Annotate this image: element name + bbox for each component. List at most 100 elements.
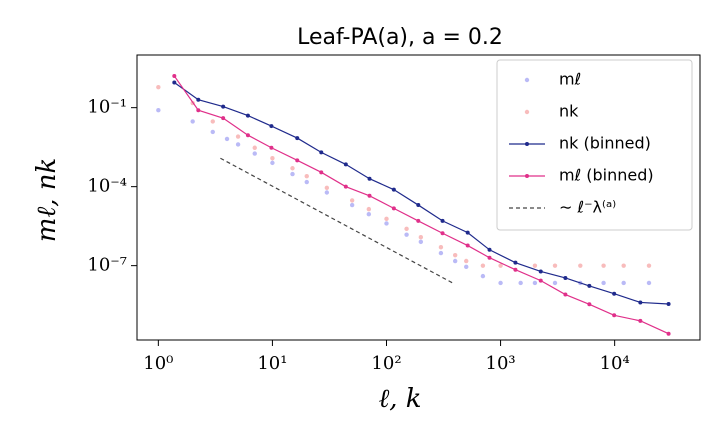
y-axis-label: mℓ, nk (32, 158, 62, 243)
point (621, 263, 626, 268)
point (349, 198, 355, 203)
line-marker (416, 203, 421, 208)
line-marker (196, 108, 201, 113)
point (552, 263, 558, 268)
point (156, 108, 161, 113)
line-marker (172, 73, 177, 78)
point (498, 263, 503, 268)
point (601, 263, 606, 268)
point (270, 160, 275, 166)
point (438, 245, 444, 250)
point (621, 280, 626, 286)
point (646, 280, 652, 286)
point (480, 263, 486, 268)
line-marker (440, 231, 445, 236)
point (210, 119, 215, 124)
point (235, 134, 241, 139)
point (438, 250, 444, 256)
legend-marker (524, 109, 530, 115)
point (290, 171, 295, 177)
x-axis-label: ℓ, k (378, 384, 421, 414)
line-marker (172, 80, 177, 85)
point (578, 263, 583, 268)
line-marker (666, 301, 671, 306)
legend-marker (525, 174, 529, 178)
line-marker (666, 331, 671, 336)
point (498, 280, 503, 286)
line-marker (487, 255, 492, 260)
point (452, 258, 458, 264)
chart-title: Leaf-PA(a), a = 0.2 (297, 25, 503, 50)
point (304, 179, 309, 185)
line (220, 157, 453, 284)
x-tick-label: 10⁴ (600, 353, 630, 374)
line-marker (269, 124, 274, 129)
line-marker (245, 113, 250, 118)
point (290, 166, 295, 171)
legend-label: ∼ ℓ⁻λ⁽ᵃ⁾ (559, 198, 616, 217)
point (464, 258, 469, 264)
point (464, 264, 469, 270)
point (404, 226, 409, 232)
line-marker (587, 302, 592, 307)
plot-frame (136, 54, 701, 341)
line-marker (319, 170, 324, 175)
line-marker (319, 150, 324, 155)
point (532, 280, 538, 286)
point (601, 280, 606, 286)
line-marker (221, 116, 226, 121)
point (418, 235, 424, 240)
line-marker (343, 184, 348, 189)
line-marker (440, 218, 445, 223)
line-marker (563, 292, 568, 297)
point (324, 190, 330, 195)
legend-label: mℓ (559, 70, 581, 89)
line-marker (221, 104, 226, 109)
line-marker (245, 133, 250, 138)
line-marker (416, 218, 421, 223)
y-tick-label: 10⁻¹ (87, 97, 127, 118)
line-marker (295, 158, 300, 163)
line-marker (367, 193, 372, 198)
point (252, 145, 257, 150)
point (384, 216, 389, 222)
line-marker (513, 260, 518, 265)
line-marker (587, 283, 592, 288)
point (480, 273, 486, 279)
x-tick-label: 10³ (486, 353, 516, 374)
line-marker (465, 230, 470, 235)
line-marker (367, 176, 372, 181)
line-marker (563, 275, 568, 280)
line-marker (538, 269, 543, 274)
point (349, 202, 355, 208)
point (532, 263, 538, 268)
point (404, 232, 409, 237)
line-marker (343, 162, 348, 167)
line-marker (391, 187, 396, 192)
y-tick-label: 10⁻⁴ (87, 176, 127, 197)
point (384, 221, 389, 226)
line-marker (295, 136, 300, 141)
point (156, 84, 161, 90)
line-marker (196, 97, 201, 102)
point (190, 119, 195, 124)
line-marker (269, 145, 274, 150)
point (452, 252, 458, 258)
legend-marker (525, 142, 529, 146)
legend-label: mℓ (binned) (559, 166, 654, 185)
point (418, 239, 424, 245)
point (366, 206, 372, 212)
point (304, 173, 309, 179)
legend-label: nk (559, 102, 579, 121)
y-tick-label: 10⁻⁷ (87, 255, 127, 276)
point (366, 211, 372, 217)
point (224, 136, 230, 142)
legend-marker (524, 77, 530, 83)
point (552, 280, 558, 286)
line-marker (487, 247, 492, 252)
x-tick-label: 10² (371, 353, 401, 374)
point (210, 129, 215, 135)
x-tick-label: 10⁰ (143, 353, 173, 374)
point (646, 263, 652, 268)
